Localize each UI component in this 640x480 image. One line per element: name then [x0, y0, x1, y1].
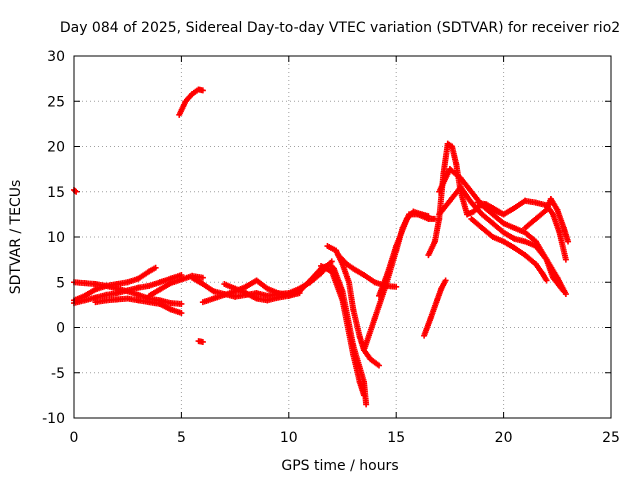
y-tick-label: 25: [47, 94, 65, 110]
series-trace-22: [468, 215, 550, 284]
y-tick-label: 10: [47, 230, 65, 246]
series-trace-14: [324, 243, 383, 369]
data-point: [199, 338, 206, 345]
grid: [74, 56, 611, 418]
data-point: [393, 283, 400, 290]
y-tick-label: -10: [42, 411, 65, 427]
data-point: [178, 300, 185, 307]
x-tick-label: 20: [495, 430, 513, 446]
series-trace-8: [195, 338, 206, 345]
x-tick-label: 15: [387, 430, 405, 446]
data-point: [562, 256, 569, 263]
series-trace-13: [318, 262, 367, 399]
data-point: [543, 277, 550, 284]
series-trace-15: [335, 252, 400, 290]
data-point: [363, 401, 370, 408]
plot-frame: [73, 55, 612, 419]
y-tick-label: 5: [56, 275, 65, 291]
x-tick-label: 5: [177, 430, 186, 446]
chart-title: Day 084 of 2025, Sidereal Day-to-day VTE…: [60, 20, 620, 36]
data-point: [442, 277, 449, 284]
data-points: [71, 86, 572, 408]
x-axis-label: GPS time / hours: [281, 458, 398, 474]
data-point: [360, 392, 367, 399]
data-point: [178, 310, 185, 317]
data-point: [199, 274, 206, 281]
x-axis-ticks: 0 5 10 15 20 25: [70, 56, 620, 446]
y-tick-label: 15: [47, 185, 65, 201]
data-point: [72, 187, 79, 194]
series-trace-21: [436, 184, 569, 298]
series-trace-5: [92, 295, 185, 317]
y-axis-ticks: -10 -5 0 5 10 15 20 25 30: [42, 49, 611, 427]
y-tick-label: 30: [47, 49, 65, 65]
x-tick-label: 0: [70, 430, 79, 446]
x-tick-label: 25: [602, 430, 620, 446]
series-trace-10: [199, 277, 292, 306]
y-tick-label: -5: [51, 366, 65, 382]
data-point: [425, 213, 432, 220]
data-point: [199, 87, 206, 94]
series-trace-24: [522, 195, 572, 245]
data-point: [376, 362, 383, 369]
data-point: [562, 291, 569, 298]
series-trace-17: [376, 208, 432, 299]
y-tick-label: 0: [56, 321, 65, 337]
y-tick-label: 20: [47, 140, 65, 156]
series-trace-19: [421, 277, 449, 339]
y-axis-label: SDTVAR / TECUs: [8, 180, 24, 295]
data-point: [152, 264, 159, 271]
data-point: [565, 238, 572, 245]
series-trace-7: [176, 86, 206, 118]
x-tick-label: 10: [280, 430, 298, 446]
series-trace-6: [146, 272, 206, 299]
series-trace-4: [71, 272, 185, 307]
